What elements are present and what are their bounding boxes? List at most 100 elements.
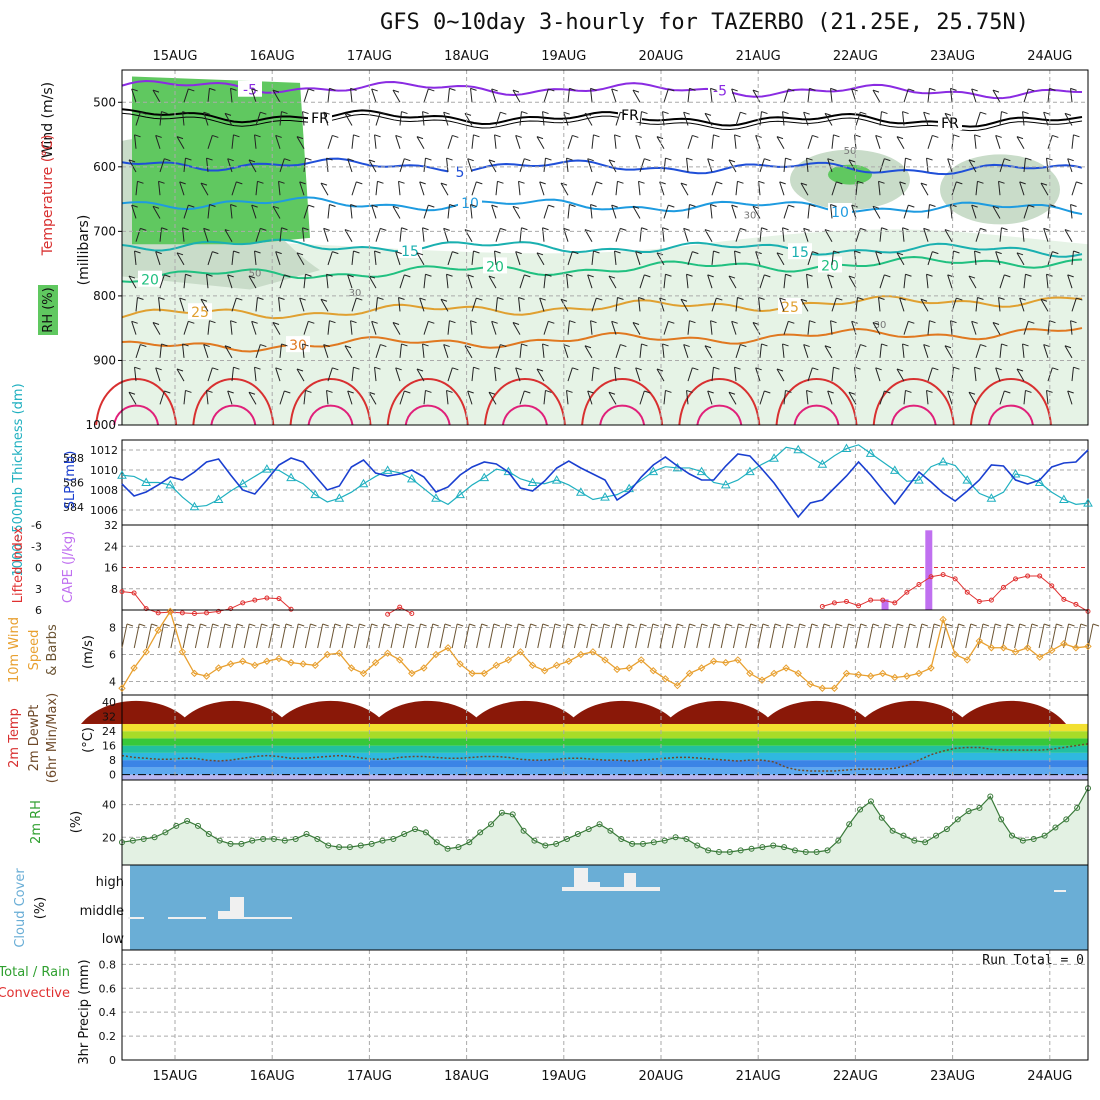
wind-barb-10m <box>366 623 373 649</box>
wind-barb <box>248 391 257 405</box>
temp-curve-band <box>178 700 289 724</box>
wind-barb <box>296 368 305 382</box>
wind-barb <box>590 320 597 324</box>
wind-barb <box>968 275 976 279</box>
wind-barb <box>974 250 981 254</box>
wind-barb <box>663 274 666 289</box>
wind-barb <box>185 273 192 277</box>
wind-barb <box>824 112 832 116</box>
wind-barb <box>638 297 645 300</box>
precip-tick-label: 0 <box>109 1054 116 1067</box>
wind-barb <box>1023 158 1026 173</box>
wind-barb-10m <box>830 623 837 649</box>
wind-barb <box>1064 229 1073 242</box>
wind-barb-10m <box>298 623 305 627</box>
wind-barb <box>662 227 669 231</box>
wind-barb <box>476 181 483 185</box>
wind-barb <box>563 344 570 348</box>
wind-barb <box>536 368 545 382</box>
wind-barb <box>707 390 714 394</box>
rh-30-area <box>122 229 1088 425</box>
wind-barb <box>512 205 520 209</box>
wind-barb <box>707 274 713 289</box>
cloud-units-label: (%) <box>33 897 48 920</box>
wind-barb <box>207 320 210 335</box>
wind-barb <box>953 250 960 254</box>
wind-barb <box>704 345 713 359</box>
wind-barb <box>524 158 531 162</box>
wind-barb <box>1073 366 1080 370</box>
wind-barb <box>327 204 330 219</box>
wind-barb <box>800 298 808 302</box>
wind-barb <box>644 158 651 162</box>
wind-barb <box>305 273 312 277</box>
wind-barb-10m <box>542 623 549 627</box>
wind-barb <box>758 181 761 196</box>
rh-marker <box>205 831 212 838</box>
wind-barb <box>711 250 714 265</box>
wind-barb <box>257 180 264 184</box>
wind-barb-10m <box>249 623 256 627</box>
wind-barb <box>899 181 905 196</box>
wind-barb <box>764 390 771 394</box>
wind-barb <box>752 206 761 219</box>
wind-barb <box>251 88 258 92</box>
wind-speed-marker <box>649 667 658 675</box>
wind-barb <box>992 322 1000 325</box>
wind-barb <box>644 274 651 278</box>
wind-barb <box>135 112 141 126</box>
wind-barb <box>803 344 809 359</box>
wind-barb <box>899 297 905 312</box>
date-label-top: 18AUG <box>444 49 489 64</box>
wind-speed-marker <box>287 658 295 667</box>
wind-barb <box>329 204 336 208</box>
wind-barb <box>512 89 520 93</box>
wind-barb <box>1043 112 1049 126</box>
wind-barb <box>303 204 309 219</box>
lifted-index-marker <box>964 589 970 595</box>
wind-barb <box>491 204 497 219</box>
wind-barb <box>639 274 645 289</box>
wind-barb <box>903 158 906 173</box>
wind-barb-10m <box>525 623 532 649</box>
wind-barb <box>728 159 737 173</box>
wind-barb <box>452 367 459 371</box>
wind-barb <box>563 228 569 242</box>
wind-barb <box>1046 158 1049 173</box>
wind-barb <box>299 297 306 301</box>
cloud-cover-label: Cloud Cover <box>13 868 28 948</box>
wind-barb <box>284 274 291 278</box>
wind-barb <box>728 391 737 405</box>
wind-barb <box>281 343 288 347</box>
temp-band <box>122 731 1088 739</box>
isotherm-35 <box>192 378 275 426</box>
wind-barb <box>1067 158 1073 173</box>
rh-marker <box>954 816 961 823</box>
wind-barb <box>638 180 645 184</box>
wind-barb <box>182 343 189 347</box>
wind-barb <box>443 111 450 115</box>
lifted-index-marker <box>1049 583 1055 589</box>
wind-barb <box>1049 204 1056 208</box>
wind-barb <box>440 182 448 186</box>
wind-barb <box>593 250 600 254</box>
wind-speed-marker <box>999 644 1008 652</box>
wind-barb <box>776 368 785 382</box>
wind-barb <box>711 297 717 312</box>
wind-barb <box>326 390 329 405</box>
rh-marker <box>520 827 527 834</box>
wind-barb-10m <box>615 623 623 627</box>
wind-speed-marker <box>420 664 428 672</box>
rh-marker <box>1009 832 1016 839</box>
isotherm <box>121 108 1083 128</box>
wind-barb <box>944 112 952 116</box>
wind-barb <box>663 390 666 405</box>
wind-barb <box>680 298 688 302</box>
wind-barb <box>905 389 912 393</box>
lifted-index-marker <box>1061 596 1067 602</box>
wind-barb <box>686 273 693 277</box>
wind-barb <box>1001 343 1008 347</box>
rh-marker <box>542 842 549 849</box>
wind-barb <box>641 111 648 115</box>
cloud-bar <box>636 887 660 891</box>
